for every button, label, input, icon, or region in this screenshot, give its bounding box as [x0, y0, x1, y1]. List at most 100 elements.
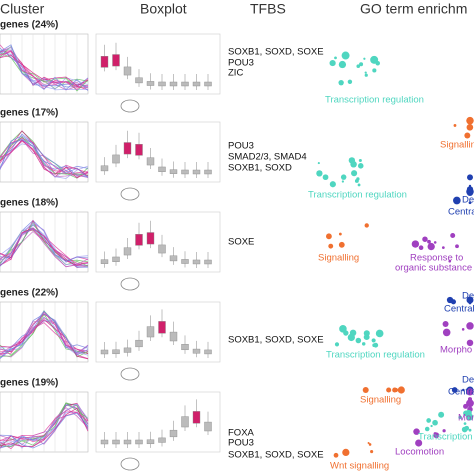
box — [158, 437, 166, 443]
box-frame — [95, 301, 221, 363]
profile-line — [0, 227, 89, 267]
box — [158, 321, 166, 334]
tfbs-label: SOXE — [228, 237, 254, 248]
go-node — [338, 241, 345, 248]
profile-line — [0, 310, 89, 359]
go-node — [347, 79, 353, 84]
profile-line — [0, 139, 89, 178]
box-frame — [95, 211, 221, 273]
embryo-sketch — [120, 187, 140, 201]
go-node — [392, 387, 398, 393]
go-node — [322, 174, 329, 181]
go-node — [349, 329, 357, 337]
go-node — [338, 79, 344, 86]
go-node — [463, 422, 467, 425]
go-node — [466, 296, 474, 304]
go-node — [442, 320, 449, 327]
box — [112, 54, 120, 67]
go-node — [316, 170, 323, 177]
box — [100, 349, 109, 355]
go-node — [370, 450, 374, 454]
go-node — [334, 342, 340, 347]
go-node — [448, 259, 452, 263]
go-node — [351, 170, 358, 177]
tfbs-label: POU3 — [228, 58, 254, 69]
cluster-label: genes (17%) — [0, 108, 58, 119]
box — [158, 244, 166, 254]
go-node — [348, 157, 356, 164]
box — [135, 339, 143, 348]
box — [204, 259, 212, 265]
go-node — [468, 127, 472, 131]
tfbs-label: SOXB1, SOXD, SOXE — [228, 47, 324, 58]
header-cluster: Cluster — [0, 1, 45, 17]
go-node — [462, 388, 465, 392]
go-node — [451, 387, 458, 393]
go-node — [362, 386, 369, 394]
go-node — [427, 239, 431, 244]
box — [158, 81, 166, 87]
boxplot — [95, 211, 221, 273]
boxplot — [95, 121, 221, 183]
go-node — [364, 223, 369, 228]
profile-line — [0, 319, 89, 356]
profile-line — [0, 412, 89, 449]
header-go: GO term enrichm — [360, 1, 467, 17]
go-label: De — [462, 291, 474, 302]
go-node — [467, 174, 473, 179]
go-node — [438, 411, 445, 418]
profile-line — [0, 407, 89, 447]
box — [181, 169, 189, 175]
box — [100, 165, 109, 172]
box-frame — [95, 391, 221, 453]
box — [112, 256, 120, 262]
box — [169, 429, 178, 438]
go-node — [466, 388, 474, 396]
box — [123, 347, 132, 353]
box — [100, 439, 109, 445]
boxplot — [95, 301, 221, 363]
tfbs-label: SOXB1, SOXD, SOXE — [228, 335, 324, 346]
go-node — [433, 432, 437, 436]
box-frame — [95, 121, 221, 183]
go-node — [373, 342, 379, 348]
box — [123, 439, 132, 445]
box — [181, 81, 189, 87]
go-node — [357, 163, 364, 169]
box — [181, 416, 189, 428]
go-node — [468, 428, 472, 432]
go-node — [427, 242, 435, 251]
profile-line — [0, 402, 89, 448]
cluster-label: genes (18%) — [0, 198, 58, 209]
go-label: Transcription regulation — [325, 95, 424, 106]
go-node — [341, 180, 345, 183]
tfbs-label: FOXA — [228, 428, 255, 439]
box — [181, 259, 189, 264]
go-node — [464, 132, 471, 139]
go-node — [461, 328, 465, 331]
box — [204, 421, 212, 432]
go-node — [356, 177, 360, 181]
box — [158, 166, 166, 172]
go-label: Morpho — [440, 345, 472, 356]
go-node — [442, 429, 446, 433]
go-label: organic substance — [395, 263, 472, 274]
go-node — [357, 183, 361, 187]
cluster-plot — [0, 301, 89, 363]
box — [135, 234, 143, 246]
box — [204, 349, 212, 355]
go-node — [364, 71, 367, 74]
go-node — [468, 184, 472, 188]
go-node — [468, 301, 472, 305]
go-node — [375, 60, 380, 66]
go-node — [453, 124, 457, 127]
go-node — [441, 246, 445, 249]
go-label: Centra — [448, 387, 474, 398]
go-node — [340, 174, 347, 180]
profile-line — [0, 47, 89, 87]
cluster-label: genes (19%) — [0, 378, 58, 389]
box — [100, 259, 109, 264]
box — [169, 169, 178, 174]
cluster-plot — [0, 391, 89, 453]
